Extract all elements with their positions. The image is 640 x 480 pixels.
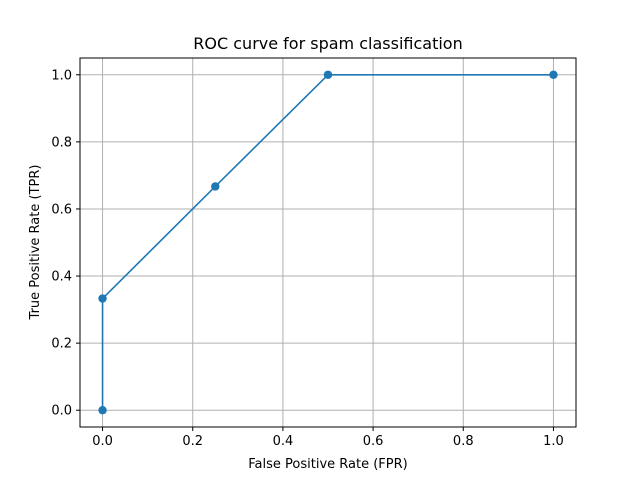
y-axis-ticks: 0.0 0.2 0.4 0.6 0.8 1.0 bbox=[51, 68, 80, 419]
grid bbox=[80, 58, 576, 427]
y-tick-label: 0.6 bbox=[51, 202, 72, 217]
x-tick-label: 1.0 bbox=[543, 434, 564, 449]
y-tick-label: 0.0 bbox=[51, 404, 72, 419]
series-layer bbox=[98, 70, 558, 415]
roc-point bbox=[211, 182, 220, 191]
x-tick-label: 0.6 bbox=[363, 434, 384, 449]
roc-point bbox=[98, 406, 107, 415]
y-tick-label: 0.2 bbox=[51, 337, 72, 352]
roc-curve-line bbox=[101, 73, 554, 411]
y-tick-label: 0.4 bbox=[51, 270, 72, 285]
chart-title: ROC curve for spam classification bbox=[193, 34, 462, 53]
roc-point bbox=[323, 70, 333, 79]
y-axis-label: True Positive Rate (TPR) bbox=[28, 165, 43, 321]
x-tick-label: 0.0 bbox=[92, 434, 113, 449]
plot-area-frame bbox=[79, 57, 577, 428]
x-tick-label: 0.8 bbox=[453, 434, 474, 449]
roc-point bbox=[549, 70, 558, 79]
x-tick-label: 0.2 bbox=[182, 434, 203, 449]
y-tick-label: 0.8 bbox=[51, 135, 72, 150]
x-tick-label: 0.4 bbox=[273, 434, 294, 449]
y-tick-label: 1.0 bbox=[51, 68, 72, 83]
roc-point bbox=[98, 294, 107, 303]
x-axis-label: False Positive Rate (FPR) bbox=[248, 457, 407, 472]
x-axis-ticks: 0.0 0.2 0.4 0.6 0.8 1.0 bbox=[92, 427, 564, 449]
